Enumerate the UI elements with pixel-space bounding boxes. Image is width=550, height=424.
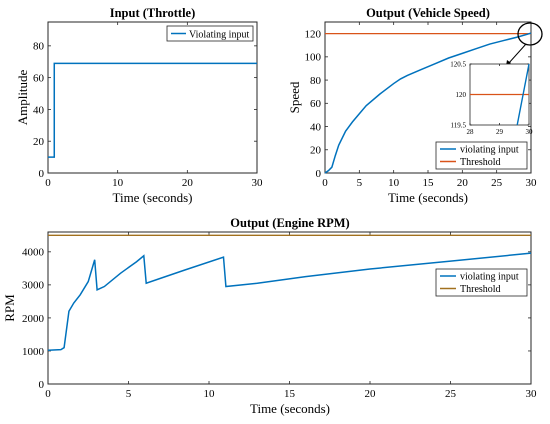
speed-panel: Output (Vehicle Speed) 0 5 10 15 20 25 30 0 20 40… (287, 6, 543, 205)
speed-xtick-label: 0 (322, 177, 328, 189)
throttle-ytick-label: 20 (33, 136, 45, 148)
throttle-axes-box (47, 21, 258, 174)
speed-xtick-label: 15 (423, 177, 435, 189)
speed-xtick-label: 5 (357, 177, 363, 189)
rpm-xtick-label: 30 (526, 388, 538, 400)
speed-series-violating-input (324, 32, 532, 174)
speed-inset: 28 29 30 119.5 120 120.5 (450, 60, 533, 136)
inset-ytick-label: 119.5 (451, 121, 467, 129)
rpm-xlabel: Time (seconds) (250, 401, 330, 416)
throttle-xtick-label: 30 (252, 177, 264, 189)
rpm-ytick-label: 0 (39, 379, 45, 391)
inset-series-violating-input (516, 63, 530, 126)
rpm-ytick-label: 4000 (22, 247, 45, 259)
rpm-axes-box (47, 231, 532, 385)
rpm-ytick-label: 3000 (22, 280, 45, 292)
throttle-xtick-label: 20 (182, 177, 194, 189)
rpm-legend-box (435, 268, 528, 297)
speed-ticks: 0 5 10 15 20 25 30 0 20 40 60 80 100 120 (305, 22, 538, 189)
speed-ytick-label: 80 (310, 75, 322, 87)
rpm-legend-label-1: violating input (460, 272, 519, 283)
throttle-legend-box (166, 25, 254, 42)
throttle-xtick-label: 10 (112, 177, 124, 189)
rpm-xtick-label: 20 (365, 388, 377, 400)
speed-xtick-label: 25 (491, 177, 503, 189)
throttle-ytick-label: 80 (33, 41, 45, 53)
speed-title: Output (Vehicle Speed) (366, 6, 490, 20)
speed-legend: violating input Threshold (435, 141, 528, 170)
rpm-ytick-label: 1000 (22, 346, 45, 358)
rpm-xtick-label: 0 (45, 388, 51, 400)
speed-ytick-label: 100 (305, 52, 322, 64)
speed-xtick-label: 20 (457, 177, 469, 189)
speed-zoom-arrow (507, 43, 527, 65)
inset-ytick-label: 120.5 (450, 60, 466, 68)
rpm-series-violating-input (47, 252, 532, 352)
speed-ylabel: Speed (287, 81, 302, 113)
throttle-xlabel: Time (seconds) (112, 190, 192, 205)
rpm-title: Output (Engine RPM) (230, 216, 349, 230)
throttle-ylabel: Amplitude (15, 69, 30, 125)
rpm-ytick-label: 2000 (22, 313, 45, 325)
speed-ytick-label: 0 (316, 168, 322, 180)
rpm-xtick-label: 5 (126, 388, 132, 400)
throttle-ytick-label: 40 (33, 104, 45, 116)
throttle-panel: Input (Throttle) 0 10 20 30 0 20 40 60 80 Amplit… (15, 6, 263, 205)
speed-ytick-label: 120 (305, 28, 322, 40)
rpm-ticks: 0 5 10 15 20 25 30 0 1000 2000 3000 4000 (22, 232, 537, 400)
rpm-xtick-label: 25 (445, 388, 457, 400)
speed-zoom-circle (517, 22, 543, 46)
throttle-legend: Violating input (166, 25, 254, 42)
throttle-ytick-label: 0 (39, 168, 45, 180)
throttle-series-violating-input (48, 62, 257, 158)
speed-legend-label-2: Threshold (460, 157, 501, 168)
inset-xtick-label: 28 (467, 128, 475, 136)
speed-ytick-label: 20 (310, 145, 322, 157)
throttle-ytick-label: 60 (33, 72, 45, 84)
inset-xtick-label: 29 (496, 128, 504, 136)
throttle-xtick-label: 0 (45, 177, 51, 189)
rpm-panel: Output (Engine RPM) 0 5 10 15 20 25 30 0 1000 200… (2, 216, 537, 416)
rpm-ylabel: RPM (2, 294, 17, 322)
rpm-legend: violating input Threshold (435, 268, 528, 297)
rpm-legend-label-2: Threshold (460, 284, 501, 295)
inset-xtick-label: 30 (526, 128, 534, 136)
speed-legend-label-1: violating input (460, 145, 519, 156)
speed-xlabel: Time (seconds) (388, 190, 468, 205)
rpm-xtick-label: 15 (284, 388, 296, 400)
throttle-legend-label: Violating input (189, 30, 249, 41)
throttle-title: Input (Throttle) (110, 6, 196, 20)
speed-inset-ticks: 28 29 30 119.5 120 120.5 (450, 60, 533, 136)
speed-legend-box (435, 141, 528, 170)
speed-ytick-label: 40 (310, 121, 322, 133)
inset-ytick-label: 120 (456, 91, 467, 99)
speed-xtick-label: 10 (388, 177, 400, 189)
rpm-xtick-label: 10 (204, 388, 216, 400)
speed-xtick-label: 30 (526, 177, 538, 189)
speed-ytick-label: 60 (310, 98, 322, 110)
throttle-ticks: 0 10 20 30 0 20 40 60 80 (33, 22, 263, 189)
